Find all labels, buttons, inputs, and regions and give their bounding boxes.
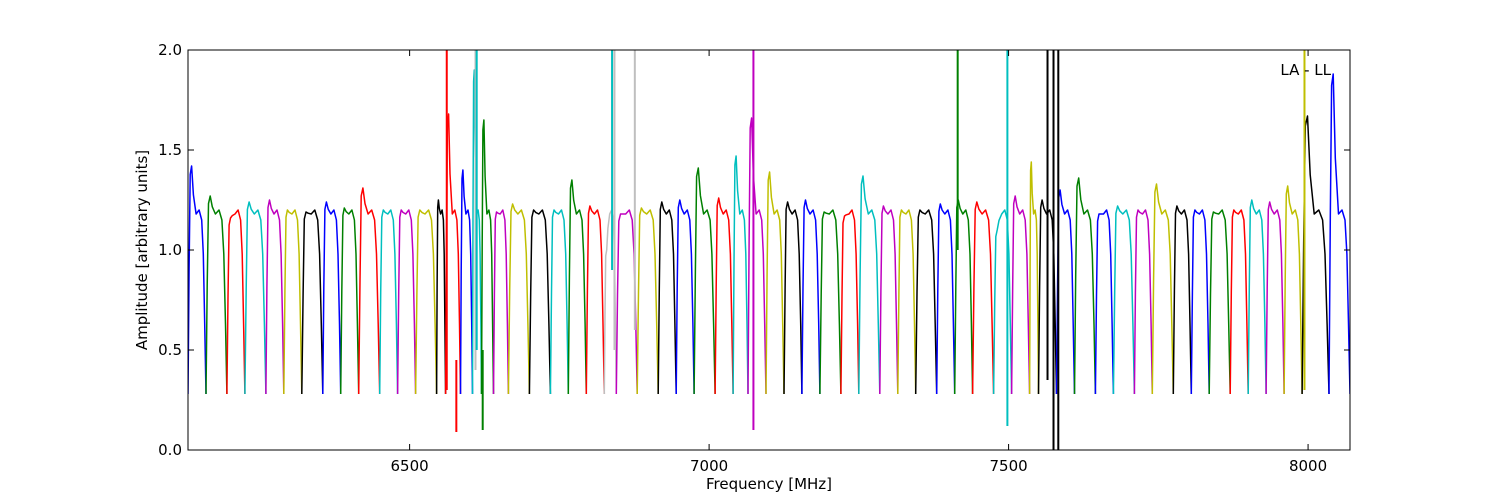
band-window-55 <box>1172 205 1193 395</box>
band-window-35 <box>801 199 821 395</box>
spike-layer <box>445 50 1306 450</box>
band-window-57 <box>1208 209 1231 395</box>
band-window-58 <box>1229 209 1249 395</box>
band-window-34 <box>783 201 803 395</box>
x-axis-ticks: 6500 7000 7500 8000 <box>391 50 1327 475</box>
band-window-39 <box>879 205 899 395</box>
band-window-45 <box>992 209 1013 395</box>
band-window-53 <box>1133 209 1154 395</box>
band-window-59 <box>1247 199 1267 395</box>
band-window-63 <box>1328 73 1350 395</box>
y-tick-label: 1.5 <box>158 141 182 159</box>
band-window-37 <box>840 209 860 395</box>
band-window-19 <box>507 203 531 395</box>
band-window-42 <box>935 203 956 395</box>
band-window-44 <box>971 201 995 395</box>
series-layer <box>188 69 1350 395</box>
band-window-0 <box>188 165 207 395</box>
y-tick-label: 2.0 <box>158 41 182 59</box>
band-window-18 <box>492 209 510 395</box>
y-tick-label: 1.0 <box>158 241 182 259</box>
band-window-54 <box>1151 183 1175 395</box>
band-window-22 <box>567 179 588 395</box>
band-window-1 <box>205 195 228 395</box>
y-axis-ticks: 0.0 0.5 1.0 1.5 2.0 <box>158 41 1350 459</box>
band-window-4 <box>265 199 285 395</box>
band-window-3 <box>244 201 267 395</box>
band-window-9 <box>357 187 381 395</box>
band-window-21 <box>549 209 570 395</box>
x-tick-label: 8000 <box>1289 457 1327 475</box>
band-window-28 <box>675 199 695 395</box>
y-tick-label: 0.0 <box>158 441 182 459</box>
band-window-50 <box>1073 177 1097 395</box>
band-window-32 <box>747 117 767 395</box>
band-window-15 <box>459 169 474 395</box>
band-window-46 <box>1010 195 1031 395</box>
band-window-38 <box>858 175 881 395</box>
x-tick-label: 7500 <box>989 457 1027 475</box>
panel-annotation: LA - LL <box>1280 61 1331 79</box>
band-window-40 <box>897 209 917 395</box>
band-window-20 <box>528 209 552 395</box>
band-window-30 <box>714 197 734 395</box>
band-window-33 <box>765 171 785 395</box>
x-tick-label: 7000 <box>690 457 728 475</box>
band-window-47 <box>1028 161 1040 395</box>
band-window-51 <box>1094 209 1115 395</box>
band-window-36 <box>819 209 842 395</box>
band-window-43 <box>953 199 974 395</box>
band-window-17 <box>480 119 495 395</box>
band-window-23 <box>585 205 606 395</box>
x-axis-label: Frequency [MHz] <box>706 475 832 493</box>
band-window-61 <box>1283 185 1303 395</box>
band-window-8 <box>339 207 360 395</box>
y-tick-label: 0.5 <box>158 341 182 359</box>
band-window-11 <box>396 209 417 395</box>
band-window-27 <box>657 201 677 395</box>
band-window-31 <box>732 155 749 395</box>
band-window-60 <box>1265 201 1285 395</box>
band-window-26 <box>636 207 659 395</box>
band-window-10 <box>378 209 399 395</box>
x-tick-label: 6500 <box>391 457 429 475</box>
band-window-5 <box>283 209 303 395</box>
band-window-56 <box>1190 209 1210 395</box>
band-window-41 <box>914 209 938 395</box>
band-window-7 <box>322 201 342 395</box>
y-axis-label: Amplitude [arbitrary units] <box>133 150 151 350</box>
band-window-2 <box>226 209 246 395</box>
band-window-12 <box>414 209 438 395</box>
band-window-13 <box>435 199 447 395</box>
band-window-52 <box>1112 205 1136 395</box>
band-window-6 <box>301 209 324 395</box>
band-window-29 <box>693 167 716 395</box>
